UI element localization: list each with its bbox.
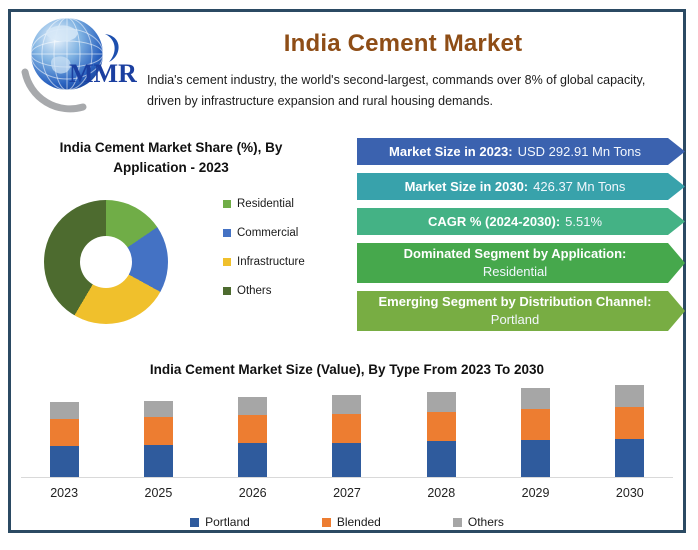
stacked-bar-2030 — [615, 385, 645, 477]
bar-column-2025 — [111, 377, 205, 477]
bar-segment-portland-2028 — [426, 441, 456, 477]
bar-chart-legend: Portland Blended Others — [11, 515, 683, 529]
x-tick-2026: 2026 — [238, 486, 267, 500]
donut-legend-item-others: Others — [223, 285, 305, 297]
donut-legend-item-commercial: Commercial — [223, 227, 305, 239]
x-tick-2025: 2025 — [144, 486, 173, 500]
bar-chart-plot — [17, 377, 677, 477]
legend-label-portland: Portland — [205, 515, 250, 529]
stat-banner-label: Dominated Segment by Application: — [403, 246, 627, 261]
stat-banner-cagr-2024-2030: CAGR % (2024-2030): 5.51% — [357, 208, 685, 235]
donut-legend-item-residential: Residential — [223, 198, 305, 210]
legend-label-others: Others — [237, 285, 272, 297]
stat-banner-value: USD 292.91 Mn Tons — [517, 144, 641, 159]
legend-label-commercial: Commercial — [237, 227, 299, 239]
stat-banner-value: Residential — [482, 264, 548, 279]
bar-segment-blended-2029 — [521, 409, 551, 440]
stat-banner-dominated-segment-by-application: Dominated Segment by Application: Residen… — [357, 243, 685, 283]
market-description: India's cement industry, the world's sec… — [147, 73, 646, 108]
donut-title-line1: India Cement Market Share (%), By — [59, 140, 283, 155]
infographic-frame: MMR India Cement Market India's cement i… — [8, 9, 686, 533]
donut-chart-title: India Cement Market Share (%), By Applic… — [25, 138, 317, 178]
legend-swatch-portland — [190, 517, 200, 527]
stat-banner-market-size-in-2023: Market Size in 2023: USD 292.91 Mn Tons — [357, 138, 685, 165]
bar-chart-title: India Cement Market Size (Value), By Typ… — [149, 362, 545, 377]
bar-segment-blended-2025 — [143, 417, 173, 445]
page-title: India Cement Market — [283, 30, 523, 57]
stacked-bar-2028 — [426, 392, 456, 477]
donut-legend: Residential Commercial Infrastructure Other… — [223, 198, 305, 297]
x-tick-2023: 2023 — [50, 486, 79, 500]
bar-legend-item-portland: Portland — [190, 515, 250, 529]
bar-column-2026 — [206, 377, 300, 477]
legend-label-infrastructure: Infrastructure — [237, 256, 305, 268]
stat-banners: Market Size in 2023: USD 292.91 Mn Tons Ma… — [357, 138, 685, 339]
stacked-bar-2027 — [332, 395, 362, 477]
stat-banner-market-size-in-2030: Market Size in 2030: 426.37 Mn Tons — [357, 173, 685, 200]
bar-segment-portland-2026 — [238, 443, 268, 477]
legend-swatch-commercial — [223, 229, 231, 237]
stat-banner-value: 426.37 Mn Tons — [533, 179, 626, 194]
stacked-bar-2023 — [49, 402, 79, 477]
bar-segment-portland-2027 — [332, 443, 362, 477]
legend-label-others: Others — [467, 515, 504, 529]
stat-banner-label: Market Size in 2030: — [404, 179, 529, 194]
bar-segment-blended-2030 — [615, 407, 645, 439]
donut-legend-item-infrastructure: Infrastructure — [223, 256, 305, 268]
bar-segment-portland-2029 — [521, 440, 551, 477]
bar-segment-others-2028 — [426, 392, 456, 412]
legend-swatch-others — [452, 517, 462, 527]
x-axis-line — [21, 477, 673, 478]
bar-segment-blended-2027 — [332, 414, 362, 443]
bar-column-2028 — [394, 377, 488, 477]
x-tick-2029: 2029 — [521, 486, 550, 500]
stat-banner-label: Market Size in 2023: — [389, 144, 513, 159]
donut-title-line2: Application - 2023 — [113, 160, 229, 175]
x-tick-2027: 2027 — [333, 486, 361, 500]
stat-banner-label: CAGR % (2024-2030): — [427, 214, 561, 229]
bar-segment-blended-2028 — [426, 412, 456, 441]
legend-swatch-residential — [223, 200, 231, 208]
bar-chart-x-labels: 2023 2025 2026 2027 2028 2029 2030 — [17, 486, 677, 500]
x-tick-2030: 2030 — [615, 486, 644, 500]
bar-column-2027 — [300, 377, 394, 477]
bar-segment-others-2023 — [49, 402, 79, 419]
bar-segment-others-2025 — [143, 401, 173, 417]
logo-blue-swoosh — [105, 34, 119, 62]
logo-swoosh — [21, 68, 87, 113]
bar-segment-portland-2025 — [143, 445, 173, 477]
stat-banner-emerging-segment-by-distribution-channel: Emerging Segment by Distribution Channel… — [357, 291, 685, 331]
bar-legend-item-blended: Blended — [321, 515, 381, 529]
legend-label-blended: Blended — [336, 515, 381, 529]
legend-label-residential: Residential — [237, 198, 294, 210]
bar-column-2023 — [17, 377, 111, 477]
bar-segment-others-2026 — [238, 397, 268, 415]
legend-swatch-infrastructure — [223, 258, 231, 266]
logo-mmr-text: MMR — [69, 59, 137, 88]
bar-segment-others-2030 — [615, 385, 645, 407]
bar-segment-blended-2026 — [238, 415, 268, 443]
x-tick-2028: 2028 — [427, 486, 456, 500]
mmr-globe-logo-icon: MMR — [21, 17, 137, 113]
stacked-bar-2025 — [143, 401, 173, 477]
bar-legend-item-others: Others — [452, 515, 504, 529]
bar-column-2029 — [488, 377, 582, 477]
application-donut-chart — [44, 200, 168, 324]
stat-banner-label: Emerging Segment by Distribution Channel… — [378, 294, 652, 309]
stat-banner-value: Portland — [490, 312, 540, 327]
stacked-bar-2029 — [521, 388, 551, 477]
stat-banner-value: 5.51% — [565, 214, 603, 229]
bar-segment-others-2027 — [332, 395, 362, 414]
stacked-bar-2026 — [238, 397, 268, 477]
bar-segment-blended-2023 — [49, 419, 79, 446]
bar-segment-others-2029 — [521, 388, 551, 409]
legend-swatch-others — [223, 287, 231, 295]
bar-segment-portland-2030 — [615, 439, 645, 477]
bar-segment-portland-2023 — [49, 446, 79, 477]
bar-column-2030 — [583, 377, 677, 477]
legend-swatch-blended — [321, 517, 331, 527]
